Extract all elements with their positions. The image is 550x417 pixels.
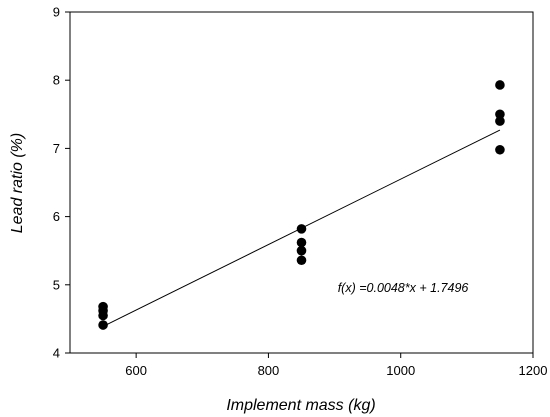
- data-point: [296, 245, 307, 256]
- x-tick-label: 800: [258, 363, 280, 378]
- x-axis-title: Implement mass (kg): [226, 397, 375, 414]
- y-tick-label: 9: [53, 5, 60, 20]
- data-point: [495, 109, 505, 120]
- y-axis-title: Lead ratio (%): [9, 133, 26, 234]
- y-axis: 4 5 6 7 8 9: [53, 5, 70, 361]
- data-point: [495, 116, 505, 126]
- data-point: [495, 80, 505, 90]
- y-tick-label: 5: [53, 277, 60, 292]
- x-tick-label: 1200: [519, 363, 548, 378]
- x-tick-label: 1000: [386, 363, 415, 378]
- data-point: [495, 144, 505, 155]
- x-tick-label: 600: [125, 363, 147, 378]
- plot-frame: [69, 11, 534, 354]
- y-tick-label: 8: [53, 73, 60, 88]
- y-tick-label: 4: [53, 346, 60, 361]
- data-point: [296, 237, 307, 248]
- y-tick-label: 6: [53, 209, 60, 224]
- x-axis: 600 800 1000 1200: [125, 353, 547, 378]
- data-point: [98, 310, 108, 321]
- data-point: [296, 224, 307, 234]
- y-tick-label: 7: [53, 141, 60, 156]
- data-point: [296, 255, 307, 266]
- data-point: [98, 320, 108, 330]
- equation-annotation: f(x) =0.0048*x + 1.7496: [338, 281, 469, 295]
- data-points: [98, 80, 505, 330]
